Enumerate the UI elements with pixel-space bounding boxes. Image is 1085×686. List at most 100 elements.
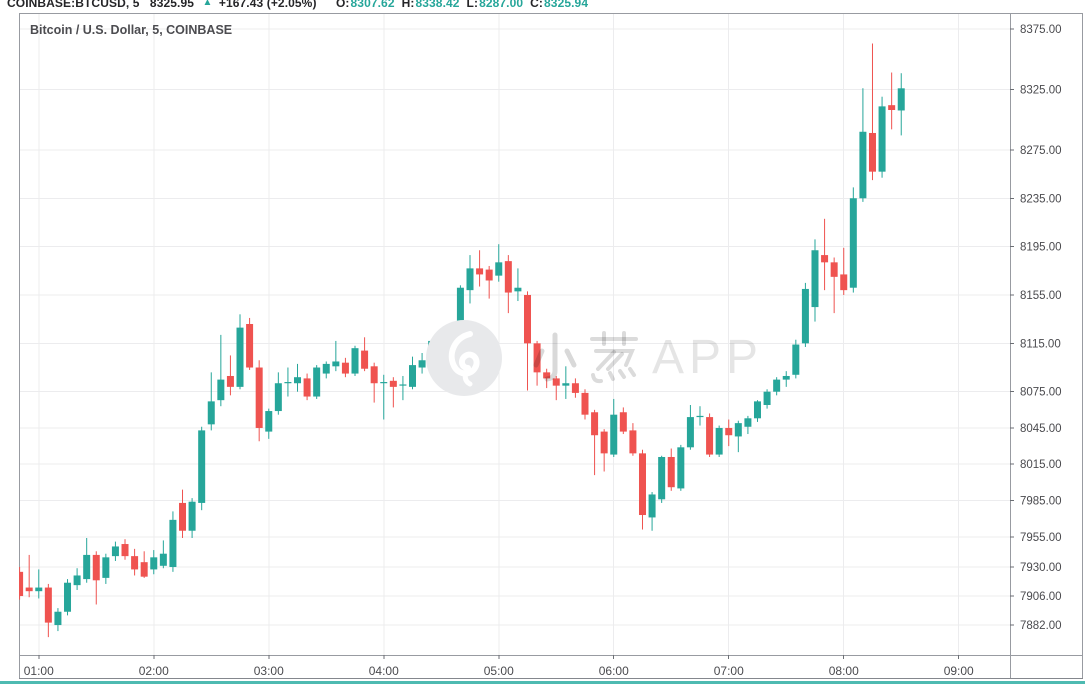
candle-body-up (409, 365, 417, 387)
candle-body-up (418, 360, 426, 368)
candle-body-up (859, 131, 867, 199)
candle-body-down (821, 255, 829, 263)
candle-wick (38, 569, 40, 599)
time-axis-label: 05:00 (484, 664, 514, 678)
time-axis-label: 08:00 (829, 664, 859, 678)
candle-body-down (485, 269, 493, 281)
candle-wick (287, 367, 289, 397)
candle-body-up (495, 262, 503, 276)
price-axis-label: 8235.00 (1020, 193, 1062, 205)
candle-body-up (188, 501, 196, 531)
candle-body-up (801, 288, 809, 344)
candle-body-up (35, 587, 43, 592)
candle-body-down (370, 366, 378, 384)
ohlc-value: 8338.42 (415, 0, 460, 10)
candle-body-down (706, 417, 714, 455)
candle-body-up (878, 106, 886, 172)
candle-body-up (217, 379, 225, 401)
candle-body-down (591, 412, 599, 436)
candle-body-up (83, 554, 91, 580)
ohlc-label: H: (401, 0, 415, 10)
candle-body-up (658, 456, 666, 500)
candle-wick (392, 377, 394, 408)
candle-body-up (562, 383, 570, 386)
price-change: +167.43 (+2.05%) (218, 0, 317, 10)
candle-body-up (265, 411, 273, 432)
candle-body-up (715, 427, 723, 455)
candle-body-up (897, 88, 905, 111)
candle-body-up (150, 557, 158, 570)
candle-body-up (332, 361, 340, 367)
candle-body-up (351, 348, 359, 374)
candle-wick (891, 72, 893, 130)
grid-lines (19, 13, 1010, 655)
ohlc-values: O:8307.62 H:8338.42 L:8287.00 C:8325.94 (329, 0, 588, 10)
candle-wick (335, 340, 337, 372)
price-axis[interactable]: 8375.00 8325.00 8275.00 8235.00 8195.00 8155.… (1010, 24, 1062, 632)
candle-body-up (677, 447, 685, 489)
price-axis-label: 8325.00 (1020, 84, 1062, 96)
candle-body-down (447, 346, 455, 358)
candle-body-up (64, 582, 72, 612)
candle-body-down (533, 343, 541, 373)
candle-body-up (782, 375, 790, 380)
candle-body-up (753, 401, 761, 419)
candle-body-down (868, 132, 876, 172)
time-axis-label: 06:00 (599, 664, 629, 678)
candle-wick (594, 409, 596, 476)
candle-body-down (504, 261, 512, 293)
candle-wick (517, 268, 519, 302)
symbol-info-bar: COINBASE:BTCUSD, 5 8325.95 ▲ +167.43 (+2… (7, 0, 588, 12)
candle-body-up (792, 344, 800, 375)
chart-title: Bitcoin / U.S. Dollar, 5, COINBASE (30, 23, 233, 37)
candle-body-up (274, 383, 282, 412)
candle-wick (28, 554, 30, 598)
candle-body-up (399, 384, 407, 386)
candle-body-up (734, 423, 742, 437)
candle-body-up (428, 340, 436, 368)
candle-body-up (236, 327, 244, 387)
candle-body-down (888, 105, 896, 111)
candle-body-up (773, 379, 781, 392)
candle-body-up (744, 418, 752, 427)
time-axis-label: 04:00 (369, 664, 399, 678)
candle-body-up (811, 250, 819, 308)
price-axis-label: 7906.00 (1020, 591, 1062, 603)
ohlc-value: 8287.00 (479, 0, 524, 10)
candle-body-up (313, 367, 321, 397)
candle-body-down (389, 380, 397, 387)
candle-body-up (73, 575, 81, 586)
candle-body-up (686, 417, 694, 448)
candle-body-down (437, 340, 445, 351)
symbol-name: COINBASE:BTCUSD, 5 (7, 0, 140, 10)
candle-body-down (361, 350, 369, 369)
price-axis-label: 8375.00 (1020, 24, 1062, 36)
candle-body-up (159, 553, 167, 566)
candle-body-down (667, 456, 675, 488)
up-arrow-icon: ▲ (202, 0, 213, 8)
candle-body-up (456, 287, 464, 357)
price-axis-label: 8275.00 (1020, 145, 1062, 157)
ohlc-value: 8307.62 (350, 0, 395, 10)
candle-body-up (294, 377, 302, 384)
candle-body-down (840, 274, 848, 291)
candle-wick (402, 375, 404, 401)
price-axis-label: 8155.00 (1020, 290, 1062, 302)
price-axis-label: 8195.00 (1020, 242, 1062, 254)
candle-body-down (92, 554, 100, 581)
candle-body-down (725, 427, 733, 436)
candle-body-up (763, 391, 771, 405)
price-axis-label: 8015.00 (1020, 459, 1062, 471)
candles-group (19, 43, 905, 638)
candle-wick (833, 257, 835, 314)
candle-body-down (341, 362, 349, 374)
time-axis-label: 07:00 (714, 664, 744, 678)
ohlc-label: C: (530, 0, 544, 10)
time-axis[interactable]: 01:00 02:00 03:00 04:00 05:00 06:00 07:00 08:00… (24, 655, 974, 678)
candle-body-down (830, 262, 838, 277)
candle-body-down (619, 412, 627, 432)
candle-body-down (25, 587, 33, 592)
candle-body-down (581, 392, 589, 415)
panel-border (19, 13, 1083, 679)
